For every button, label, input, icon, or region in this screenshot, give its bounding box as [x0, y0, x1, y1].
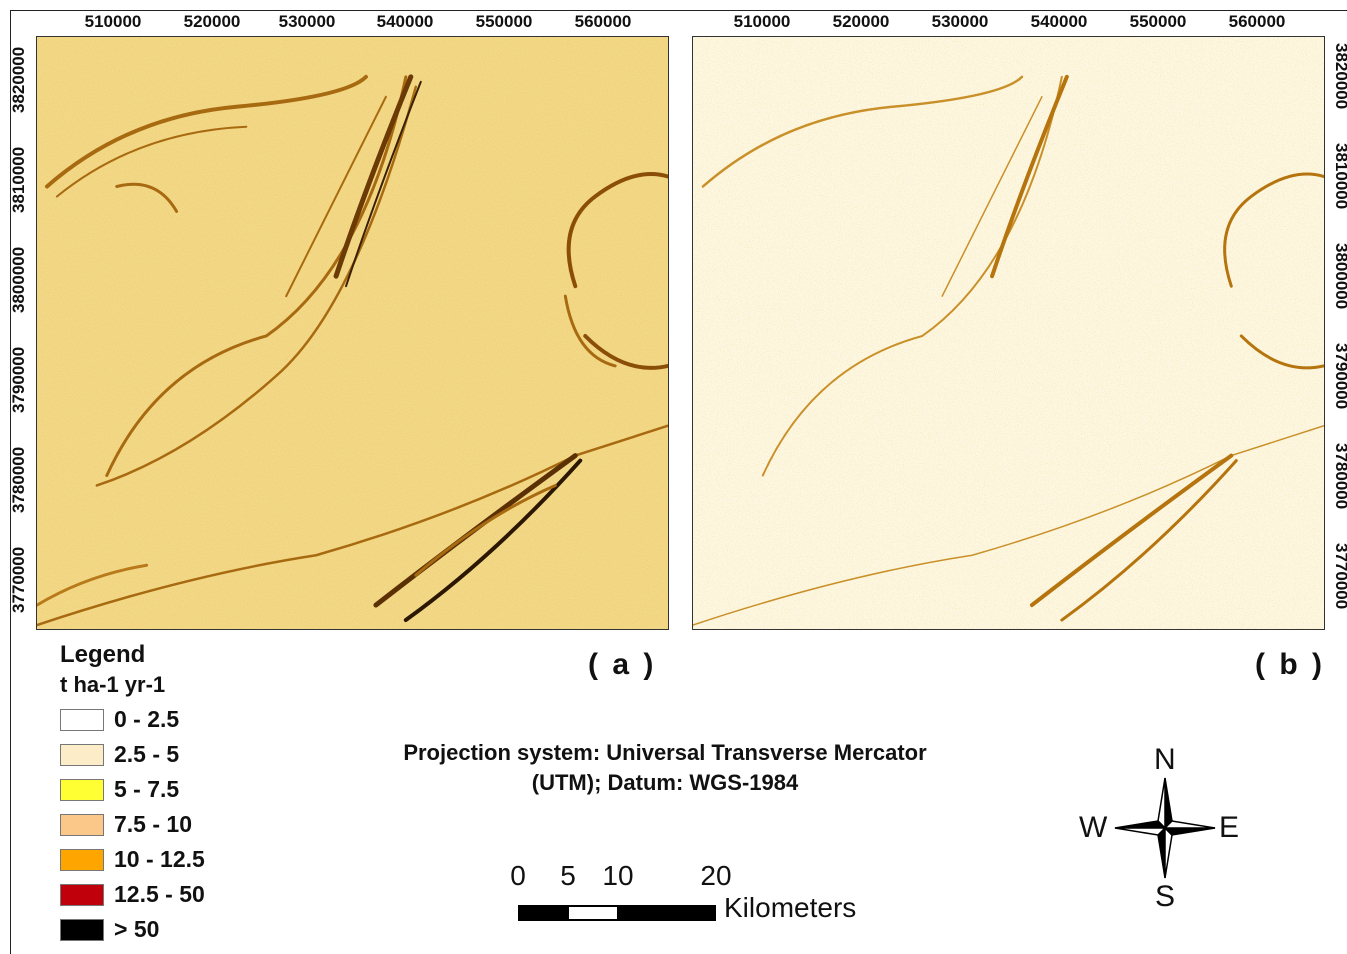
legend-label: 2.5 - 5 — [114, 741, 180, 767]
projection-note: Projection system: Universal Transverse … — [340, 738, 990, 798]
legend-title: Legend — [60, 641, 146, 668]
legend-label: 12.5 - 50 — [114, 881, 205, 907]
legend-label: > 50 — [114, 916, 160, 942]
erosion-map-b — [692, 36, 1325, 630]
x-tick-label: 550000 — [475, 12, 533, 31]
legend-label: 10 - 12.5 — [114, 846, 205, 872]
legend-item: 0 - 2.5 — [60, 702, 205, 737]
x-tick-label: 510000 — [84, 12, 142, 31]
y-tick-label-left: 3800000 — [9, 246, 28, 313]
x-tick-label: 520000 — [183, 12, 241, 31]
north-arrow: N S E W — [1075, 743, 1250, 915]
x-tick-label: 540000 — [1030, 12, 1088, 31]
x-tick-label: 560000 — [1228, 12, 1286, 31]
scale-tick-0: 0 — [510, 860, 526, 891]
y-tick-label-right: 3800000 — [1332, 243, 1347, 310]
x-tick-label: 520000 — [832, 12, 890, 31]
legend-label: 5 - 7.5 — [114, 776, 180, 802]
scale-segment-1 — [518, 905, 569, 921]
legend-item: > 50 — [60, 912, 205, 947]
legend-label: 7.5 - 10 — [114, 811, 192, 837]
scale-tick-5: 5 — [560, 860, 576, 891]
scale-unit: Kilometers — [724, 892, 857, 923]
y-tick-label-right: 3780000 — [1332, 443, 1347, 510]
compass-s: S — [1155, 880, 1176, 913]
legend-item: 10 - 12.5 — [60, 842, 205, 877]
y-tick-label-right: 3820000 — [1332, 43, 1347, 110]
legend-item: 7.5 - 10 — [60, 807, 205, 842]
panel-label-b: ( b ) — [1255, 648, 1325, 681]
compass-n: N — [1154, 743, 1176, 776]
erosion-map-a — [36, 36, 669, 630]
x-tick-label: 510000 — [733, 12, 791, 31]
y-tick-label-left: 3820000 — [9, 46, 28, 113]
x-tick-label: 530000 — [278, 12, 336, 31]
scale-bar: 0 5 10 20 Kilometers — [500, 860, 900, 930]
scale-tick-20: 20 — [700, 860, 732, 891]
y-tick-label-left: 3790000 — [9, 346, 28, 413]
legend-swatch — [60, 848, 104, 871]
legend-swatch — [60, 708, 104, 731]
legend-item: 2.5 - 5 — [60, 737, 205, 772]
y-tick-label-left: 3780000 — [9, 446, 28, 513]
panel-label-a: ( a ) — [588, 648, 657, 681]
legend-items: 0 - 2.5 2.5 - 5 5 - 7.5 7.5 - 10 10 - 12.5 12… — [60, 702, 205, 947]
y-tick-label-right: 3790000 — [1332, 343, 1347, 410]
x-tick-label: 550000 — [1129, 12, 1187, 31]
projection-line-1: Projection system: Universal Transverse … — [403, 740, 927, 765]
legend-swatch — [60, 918, 104, 941]
projection-line-2: (UTM); Datum: WGS-1984 — [531, 770, 799, 795]
legend-swatch — [60, 743, 104, 766]
legend-unit: t ha-1 yr-1 — [60, 672, 166, 697]
legend-item: 5 - 7.5 — [60, 772, 205, 807]
scale-tick-10: 10 — [602, 860, 634, 891]
y-tick-label-left: 3810000 — [9, 146, 28, 213]
legend-swatch — [60, 883, 104, 906]
x-tick-label: 530000 — [931, 12, 989, 31]
y-tick-label-left: 3770000 — [9, 546, 28, 613]
x-tick-label: 560000 — [574, 12, 632, 31]
legend-label: 0 - 2.5 — [114, 706, 180, 732]
y-tick-label-right: 3810000 — [1332, 143, 1347, 210]
compass-rose-icon — [1114, 777, 1216, 879]
scale-segment-2 — [567, 905, 619, 921]
legend-item: 12.5 - 50 — [60, 877, 205, 912]
scale-segment-3 — [617, 905, 716, 921]
x-tick-label: 540000 — [376, 12, 434, 31]
legend: Legend t ha-1 yr-1 0 - 2.5 2.5 - 5 5 - 7.5… — [60, 640, 205, 947]
compass-e: E — [1219, 811, 1240, 844]
figure-frame — [10, 10, 1347, 954]
y-tick-label-right: 3770000 — [1332, 543, 1347, 610]
legend-swatch — [60, 778, 104, 801]
compass-w: W — [1079, 811, 1108, 844]
legend-swatch — [60, 813, 104, 836]
